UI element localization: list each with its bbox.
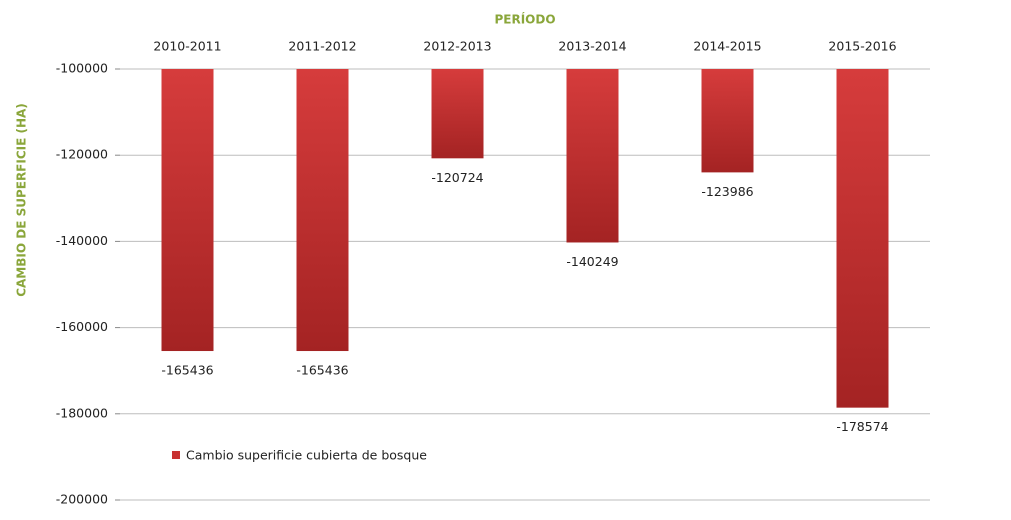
y-tick-label: -120000: [56, 147, 108, 162]
legend-swatch: [172, 451, 180, 459]
x-tick-label: 2010-2011: [153, 39, 221, 54]
y-tick-label: -160000: [56, 319, 108, 334]
bar: [566, 69, 619, 243]
data-label: -140249: [566, 254, 618, 269]
data-label: -123986: [701, 184, 753, 199]
data-label: -120724: [431, 170, 483, 185]
bar: [701, 69, 754, 173]
bar: [431, 69, 484, 159]
x-tick-label: 2014-2015: [693, 39, 761, 54]
y-tick-label: -140000: [56, 233, 108, 248]
bar: [296, 69, 349, 352]
y-axis-title: CAMBIO DE SUPERFICIE (HA): [15, 103, 29, 297]
x-tick-label: 2011-2012: [288, 39, 356, 54]
bar: [161, 69, 214, 352]
data-label: -165436: [161, 363, 213, 378]
x-tick-label: 2012-2013: [423, 39, 491, 54]
x-axis-title: PERÍODO: [494, 12, 555, 27]
y-tick-label: -200000: [56, 492, 108, 507]
bar: [836, 69, 889, 408]
data-label: -178574: [836, 419, 888, 434]
data-label: -165436: [296, 363, 348, 378]
x-tick-label: 2013-2014: [558, 39, 626, 54]
x-tick-label: 2015-2016: [828, 39, 896, 54]
y-tick-label: -180000: [56, 405, 108, 420]
legend-label: Cambio superificie cubierta de bosque: [186, 448, 427, 463]
y-tick-label: -100000: [56, 61, 108, 76]
